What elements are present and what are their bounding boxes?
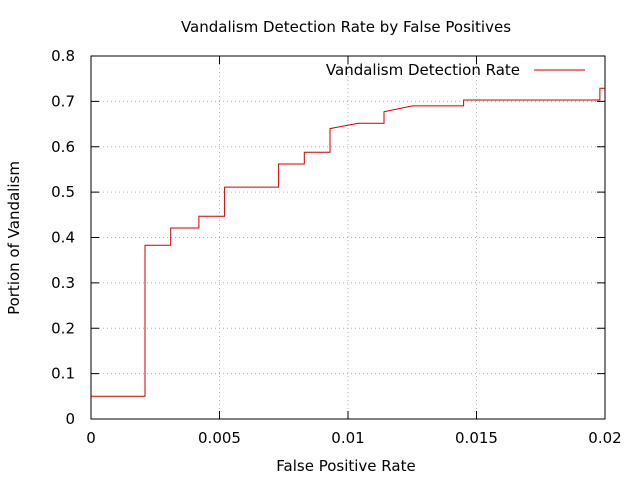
y-axis-label: Portion of Vandalism	[5, 161, 23, 315]
x-tick-label: 0.01	[331, 429, 364, 447]
y-tick-label: 0.3	[51, 274, 75, 292]
x-tick-label: 0.015	[455, 429, 498, 447]
chart-title: Vandalism Detection Rate by False Positi…	[181, 18, 511, 36]
y-tick-label: 0.6	[51, 138, 75, 156]
grid	[91, 56, 605, 419]
x-tick-label: 0.005	[198, 429, 241, 447]
x-axis-label: False Positive Rate	[276, 457, 415, 475]
x-tick-label: 0	[86, 429, 96, 447]
y-tick-label: 0	[65, 410, 75, 428]
legend-label: Vandalism Detection Rate	[326, 61, 520, 79]
y-tick-label: 0.2	[51, 319, 75, 337]
y-tick-label: 0.1	[51, 365, 75, 383]
y-axis-ticks: 0 0.1 0.2 0.3 0.4 0.5 0.6 0.7 0.8	[51, 47, 605, 428]
x-tick-label: 0.02	[588, 429, 621, 447]
plot-frame	[90, 55, 606, 420]
series-layer	[91, 87, 605, 397]
y-tick-label: 0.4	[51, 229, 75, 247]
legend: Vandalism Detection Rate	[326, 61, 585, 79]
y-tick-label: 0.7	[51, 92, 75, 110]
y-tick-label: 0.5	[51, 183, 75, 201]
y-tick-label: 0.8	[51, 47, 75, 65]
series-line	[91, 87, 605, 397]
x-axis-ticks: 0 0.005 0.01 0.015 0.02	[86, 56, 622, 447]
